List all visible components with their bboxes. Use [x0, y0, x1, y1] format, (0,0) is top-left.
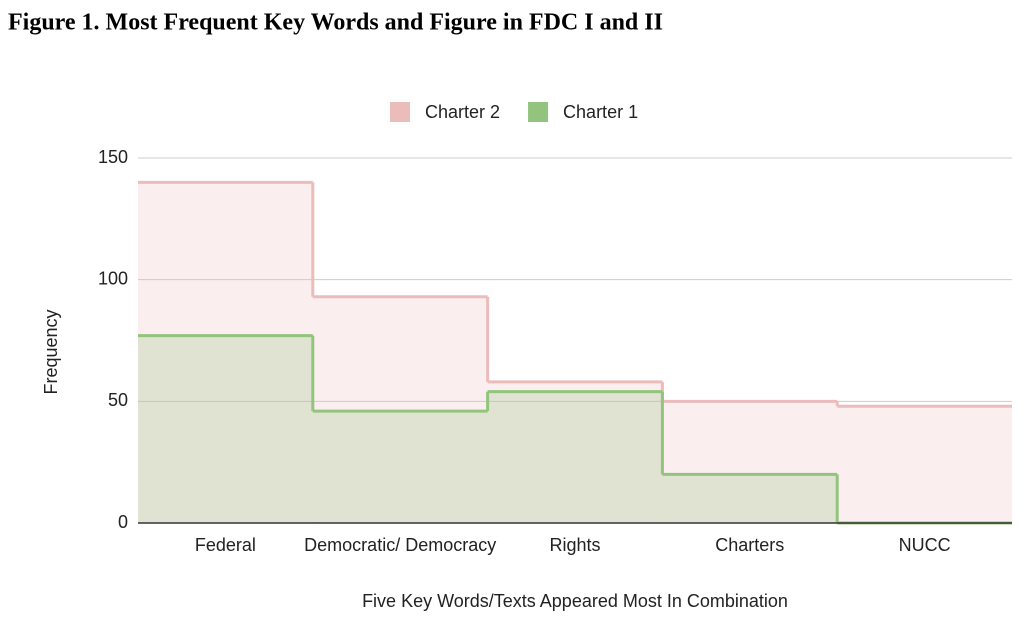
x-tick-label: Democratic/ Democracy [304, 535, 496, 555]
legend-label: Charter 1 [563, 102, 638, 122]
chart-title: Figure 1. Most Frequent Key Words and Fi… [8, 10, 663, 36]
area-step [837, 406, 1012, 523]
area-step [487, 391, 663, 523]
area-step [662, 401, 838, 523]
y-axis-label: Frequency [41, 309, 61, 394]
legend-swatch [390, 102, 410, 122]
x-tick-label: Rights [549, 535, 600, 555]
area-step [138, 335, 313, 523]
legend-swatch [528, 102, 549, 122]
y-tick-label: 100 [98, 268, 128, 288]
y-tick-label: 150 [98, 147, 128, 167]
area-step [312, 411, 488, 523]
x-tick-label: NUCC [899, 535, 951, 555]
x-tick-label: Federal [195, 535, 256, 555]
y-tick-label: 0 [118, 512, 128, 532]
x-axis-label: Five Key Words/Texts Appeared Most In Co… [362, 591, 788, 611]
legend-label: Charter 2 [425, 102, 500, 122]
area-step [138, 182, 313, 524]
area-step [487, 381, 663, 523]
y-tick-label: 50 [108, 390, 128, 410]
area-step [662, 474, 838, 523]
x-tick-label: Charters [715, 535, 784, 555]
